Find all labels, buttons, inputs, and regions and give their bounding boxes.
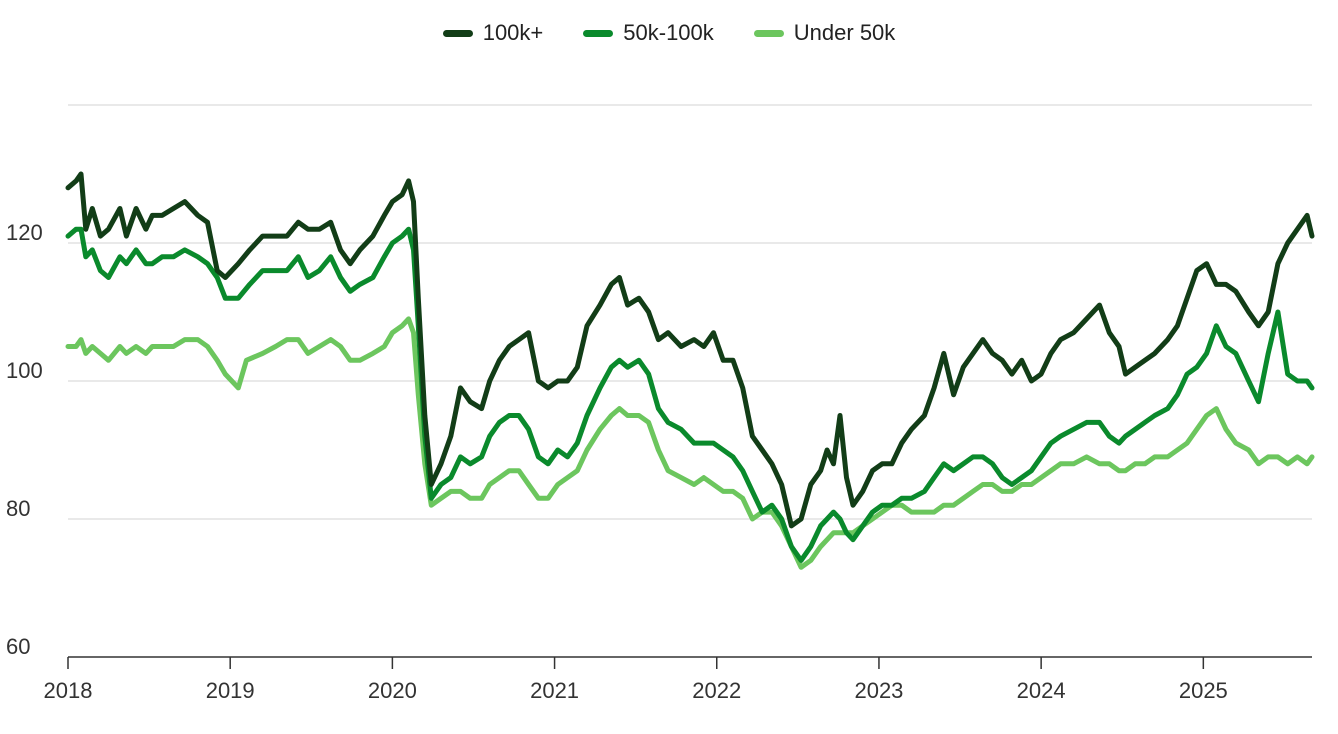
legend-swatch [442,29,473,37]
y-tick-label: 100 [6,358,43,383]
x-axis: 2018 2019 2020 2021 2022 2023 2024 2025 [44,656,1312,703]
x-tick-label: 2020 [368,678,417,703]
legend-label: Under 50k [793,20,896,45]
y-tick-label: 120 [6,220,43,245]
legend-label: 100k+ [482,20,544,45]
x-tick-label: 2021 [530,678,579,703]
series-line-100k [65,171,1315,529]
legend-item: Under 50k [753,20,896,46]
y-tick-label: 60 [6,634,30,659]
y-axis-tick-labels: 60 80 100 120 [6,220,43,659]
legend-swatch [753,29,784,37]
legend-item: 50k-100k [583,20,714,46]
series-line-50k-100k [65,226,1315,563]
x-tick-label: 2024 [1017,678,1066,703]
x-tick-label: 2023 [854,678,903,703]
legend-label: 50k-100k [623,20,714,45]
legend-swatch [583,29,614,37]
x-tick-label: 2019 [206,678,255,703]
chart-legend: 100k+ 50k-100k Under 50k [0,20,1338,46]
series-lines [65,171,1315,570]
legend-item: 100k+ [442,20,544,46]
x-tick-label: 2018 [44,678,93,703]
series-line-under-50k [65,316,1315,570]
x-tick-label: 2025 [1179,678,1228,703]
x-tick-label: 2022 [692,678,741,703]
y-tick-label: 80 [6,496,30,521]
gridlines [68,104,1312,520]
